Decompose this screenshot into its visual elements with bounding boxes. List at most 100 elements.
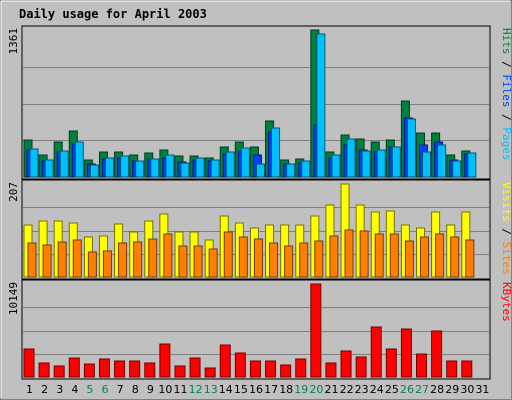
day-label-30: 30 bbox=[460, 383, 474, 396]
bar-kbytes-day-27 bbox=[416, 353, 428, 378]
bar-kbytes-day-17 bbox=[265, 360, 277, 378]
bar-sites-day-13 bbox=[208, 248, 218, 278]
bar-kbytes-day-26 bbox=[400, 328, 412, 378]
bar-sites-day-1 bbox=[27, 242, 37, 278]
day-label-9: 9 bbox=[147, 383, 154, 396]
bar-sites-day-5 bbox=[87, 251, 97, 278]
bar-pages-day-13 bbox=[210, 159, 220, 178]
bar-kbytes-day-22 bbox=[340, 350, 352, 378]
bar-kbytes-day-16 bbox=[249, 360, 261, 378]
bar-sites-day-20 bbox=[314, 240, 324, 278]
bar-sites-day-29 bbox=[450, 236, 460, 278]
panel-visits-sites: 207 Visits / Sites bbox=[7, 179, 512, 280]
day-label-15: 15 bbox=[234, 383, 248, 396]
bar-pages-day-2 bbox=[44, 159, 54, 178]
bar-kbytes-day-10 bbox=[159, 343, 171, 378]
bar-pages-day-27 bbox=[422, 151, 432, 178]
bar-kbytes-day-24 bbox=[370, 326, 382, 378]
axis-label-part-visits-sites-2: Sites bbox=[500, 242, 512, 275]
bar-kbytes-day-11 bbox=[174, 365, 186, 378]
bar-sites-day-17 bbox=[269, 242, 279, 278]
bar-sites-day-27 bbox=[420, 236, 430, 278]
bar-pages-day-14 bbox=[225, 151, 235, 178]
day-labels: 1 2 3 4 5 6 7 8 9 10 11 12 13 14 15 16 17 18 19 20 21 22 23 24 2… bbox=[26, 383, 489, 396]
bar-sites-day-21 bbox=[329, 235, 339, 278]
bar-pages-day-12 bbox=[195, 157, 205, 178]
bar-pages-day-26 bbox=[406, 118, 416, 178]
bar-sites-day-24 bbox=[374, 233, 384, 278]
day-label-1: 1 bbox=[26, 383, 33, 396]
axis-label-kbytes: KBytes bbox=[500, 282, 512, 322]
bar-pages-day-16 bbox=[255, 163, 265, 178]
day-label-19: 19 bbox=[294, 383, 308, 396]
day-label-22: 22 bbox=[340, 383, 354, 396]
bar-pages-day-29 bbox=[452, 160, 462, 178]
axis-label-part-hits-files-pages-0: Hits bbox=[500, 28, 512, 55]
bar-sites-day-18 bbox=[284, 245, 294, 278]
bar-pages-day-7 bbox=[120, 155, 130, 178]
day-label-5: 5 bbox=[86, 383, 93, 396]
bar-sites-day-30 bbox=[465, 239, 475, 278]
day-label-20: 20 bbox=[309, 383, 323, 396]
day-label-14: 14 bbox=[219, 383, 233, 396]
panel-hits-files-pages: 1361 Hits / Files / Pages bbox=[7, 25, 512, 180]
bar-pages-day-4 bbox=[74, 141, 84, 178]
bar-kbytes-day-18 bbox=[280, 364, 292, 378]
axis-label-part-visits-sites-1: / bbox=[500, 222, 512, 242]
bar-pages-day-5 bbox=[89, 164, 99, 178]
axis-label-hits-files-pages: Hits / Files / Pages bbox=[500, 28, 512, 161]
day-label-7: 7 bbox=[117, 383, 124, 396]
bar-pages-day-18 bbox=[286, 163, 296, 178]
bar-sites-day-4 bbox=[72, 239, 82, 278]
bar-pages-day-11 bbox=[180, 162, 190, 178]
bar-sites-day-2 bbox=[42, 244, 52, 278]
bar-kbytes-day-20 bbox=[310, 283, 322, 378]
bar-pages-day-22 bbox=[346, 138, 356, 178]
bar-pages-day-21 bbox=[331, 154, 341, 178]
day-label-24: 24 bbox=[370, 383, 384, 396]
day-label-3: 3 bbox=[56, 383, 63, 396]
bar-kbytes-day-1 bbox=[23, 348, 35, 378]
bar-kbytes-day-14 bbox=[219, 344, 231, 378]
bar-sites-day-3 bbox=[57, 241, 67, 278]
panel-kbytes: 10149 KBytes bbox=[7, 279, 512, 380]
bar-pages-day-15 bbox=[240, 147, 250, 178]
max-label-visits-sites: 207 bbox=[7, 182, 20, 202]
bar-sites-day-11 bbox=[178, 245, 188, 278]
day-label-10: 10 bbox=[158, 383, 172, 396]
bar-kbytes-day-30 bbox=[461, 360, 473, 378]
day-label-29: 29 bbox=[445, 383, 459, 396]
bar-kbytes-day-21 bbox=[325, 362, 337, 378]
bar-kbytes-day-2 bbox=[38, 362, 50, 378]
bar-pages-day-10 bbox=[165, 154, 175, 178]
bar-sites-day-8 bbox=[133, 241, 143, 278]
day-label-13: 13 bbox=[204, 383, 218, 396]
bar-pages-day-9 bbox=[150, 158, 160, 178]
bar-kbytes-day-3 bbox=[53, 365, 65, 378]
bar-pages-day-3 bbox=[59, 150, 69, 178]
day-label-4: 4 bbox=[71, 383, 78, 396]
bar-sites-day-14 bbox=[223, 231, 233, 278]
bar-pages-day-25 bbox=[391, 146, 401, 178]
axis-label-part-hits-files-pages-1: / bbox=[500, 55, 512, 75]
bar-sites-day-22 bbox=[344, 229, 354, 278]
day-label-16: 16 bbox=[249, 383, 263, 396]
day-label-6: 6 bbox=[102, 383, 109, 396]
axis-label-part-hits-files-pages-3: / bbox=[500, 108, 512, 128]
day-label-27: 27 bbox=[415, 383, 429, 396]
bar-sites-day-10 bbox=[163, 233, 173, 278]
bar-sites-day-28 bbox=[435, 233, 445, 278]
day-label-2: 2 bbox=[41, 383, 48, 396]
day-label-18: 18 bbox=[279, 383, 293, 396]
bar-sites-day-9 bbox=[148, 238, 158, 278]
bar-sites-day-6 bbox=[102, 250, 112, 278]
bar-pages-day-8 bbox=[135, 160, 145, 178]
day-label-8: 8 bbox=[132, 383, 139, 396]
axis-label-visits-sites: Visits / Sites bbox=[500, 182, 512, 275]
bar-sites-day-25 bbox=[389, 233, 399, 278]
bar-kbytes-day-6 bbox=[98, 358, 110, 378]
bar-kbytes-day-25 bbox=[385, 348, 397, 378]
bar-pages-day-23 bbox=[361, 150, 371, 178]
day-label-23: 23 bbox=[355, 383, 369, 396]
